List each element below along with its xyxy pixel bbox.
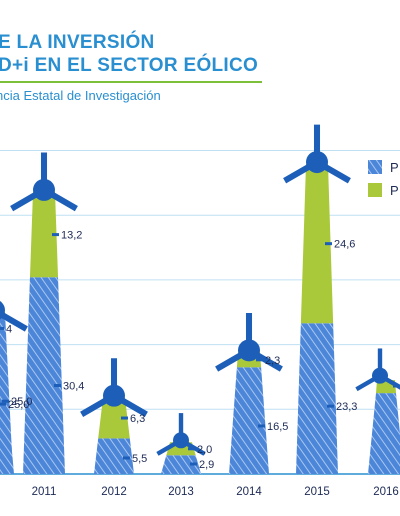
turbine-hub [103, 384, 125, 407]
legend-label: P [390, 183, 399, 198]
chart-subtitle: ncia Estatal de Investigación [0, 88, 161, 103]
bar-segment-hatched [229, 367, 269, 474]
legend: PP [368, 160, 399, 198]
wind-turbine-icon [80, 358, 148, 417]
data-label: 4 [6, 323, 12, 335]
data-label: 2,0 [197, 444, 212, 456]
wind-turbine-icon [156, 413, 206, 456]
turbine-hub [238, 339, 260, 362]
x-tick-label: 2011 [32, 486, 57, 498]
data-labels: 25,0 30,4 13,2 5,5 6,3 2,9 2,0 16,5 2,3 23,3 24,6 4… [0, 230, 400, 471]
bar-segment-solid [29, 191, 59, 278]
legend-swatch-hatched [368, 160, 382, 174]
data-label: 2,9 [199, 459, 214, 471]
x-axis: 2011 2012 2013 2014 2015 2016 [32, 486, 399, 498]
data-label: 30,4 [63, 380, 84, 392]
chart-header: E LA INVERSIÓN D+i EN EL SECTOR EÓLICO n… [0, 0, 400, 110]
bar-segment-hatched [23, 277, 65, 474]
chart-title-line-1: E LA INVERSIÓN [0, 32, 155, 53]
x-tick-label: 2016 [373, 486, 399, 498]
data-label: 16,5 [267, 421, 288, 433]
title-underline [0, 81, 262, 83]
bar-segment-solid [98, 397, 130, 439]
chart-title-line-2: D+i EN EL SECTOR EÓLICO [0, 55, 259, 76]
turbine-hub [372, 367, 388, 384]
turbine-hub [33, 178, 55, 201]
data-label: 5,5 [132, 453, 147, 465]
bar-segment-hatched [94, 438, 134, 474]
x-tick-label: 2013 [168, 486, 194, 498]
bar-segment-solid [300, 164, 334, 324]
data-label: 24,6 [334, 239, 355, 251]
x-tick-label: 2014 [236, 486, 262, 498]
wind-turbine-icon [215, 312, 283, 372]
data-label: 25,0 [11, 396, 32, 408]
bar-segment-hatched [0, 383, 14, 474]
legend-swatch-solid [368, 183, 382, 197]
data-label: 23,3 [336, 401, 357, 413]
wind-turbine-icon [0, 301, 28, 332]
turbine-hub [173, 432, 189, 449]
turbine-blade [0, 310, 28, 332]
wind-turbine-icon [355, 348, 400, 392]
x-tick-label: 2015 [304, 486, 330, 498]
turbine-hub [0, 301, 5, 320]
wind-turbine-icon [283, 124, 351, 184]
bar-segment-hatched [296, 323, 338, 474]
bar-segment-hatched [368, 393, 400, 474]
data-label: 2,3 [265, 355, 280, 367]
turbine-hub [306, 151, 328, 174]
wind-turbine-icon [10, 152, 78, 212]
legend-label: P [390, 160, 399, 175]
bar-segment-hatched [161, 455, 201, 474]
turbines [0, 124, 400, 456]
data-label: 25,0 [8, 399, 29, 411]
data-label: 13,2 [61, 230, 82, 242]
data-label: 6,3 [130, 413, 145, 425]
x-tick-label: 2012 [101, 486, 127, 498]
bars [0, 164, 400, 474]
